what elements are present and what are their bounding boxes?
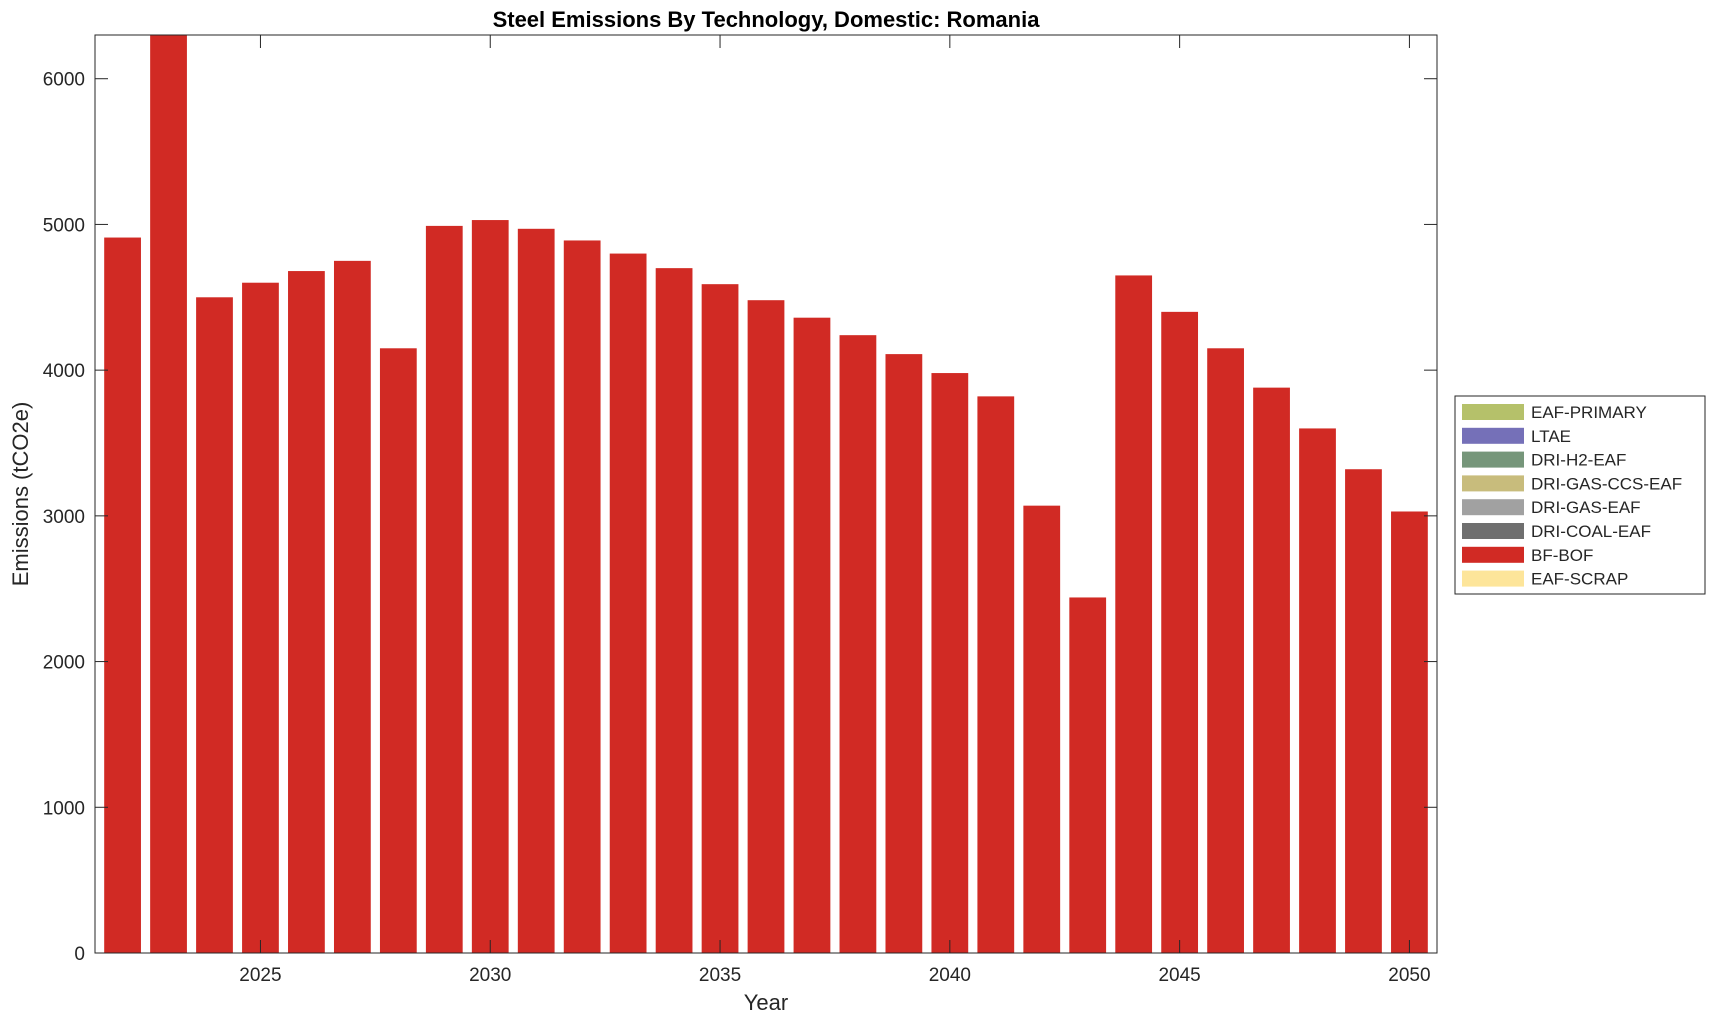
ticks-layer: 2025 2030 2035 2040 2045 2050 0 1000 2000 3000 400… [43, 35, 1437, 986]
bar-bf-bof-2031 [517, 228, 555, 954]
y-tick-label-4000: 4000 [43, 361, 85, 382]
bar-bf-bof-2041 [977, 396, 1015, 953]
y-axis-label: Emissions (tCO2e) [8, 402, 33, 587]
x-tick-label-2050: 2050 [1388, 965, 1430, 986]
bar-bf-bof-2038 [839, 335, 877, 953]
legend-swatch-eaf-primary [1462, 404, 1524, 420]
legend: EAF-PRIMARY LTAE DRI-H2-EAF DRI-GAS-CCS-EAF… [1454, 395, 1706, 595]
bar-bf-bof-2026 [288, 271, 325, 953]
bar-bf-bof-2032 [563, 240, 601, 953]
x-tick-label-2045: 2045 [1158, 965, 1200, 986]
bar-bf-bof-2024 [196, 297, 233, 953]
legend-label-ltae: LTAE [1531, 427, 1571, 446]
bar-bf-bof-2027 [333, 260, 371, 953]
bar-bf-bof-2042 [1023, 505, 1061, 953]
legend-swatch-bf-bof [1462, 546, 1524, 563]
legend-swatch-dri-gas-ccs-eaf [1462, 475, 1524, 492]
legend-label-bf-bof: BF-BOF [1531, 546, 1593, 565]
y-tick-label-3000: 3000 [43, 507, 85, 528]
bar-bf-bof-2029 [425, 225, 463, 953]
bar-bf-bof-2040 [931, 373, 969, 953]
bar-bf-bof-2028 [379, 348, 417, 953]
x-tick-label-2025: 2025 [239, 965, 281, 986]
legend-swatch-dri-gas-eaf [1462, 499, 1524, 516]
axes-box [94, 34, 1438, 954]
legend-label-dri-gas-ccs-eaf: DRI-GAS-CCS-EAF [1531, 474, 1682, 493]
legend-label-dri-gas-eaf: DRI-GAS-EAF [1531, 498, 1641, 517]
legend-label-dri-h2-eaf: DRI-H2-EAF [1531, 451, 1626, 470]
y-tick-label-2000: 2000 [43, 653, 85, 674]
legend-label-eaf-primary: EAF-PRIMARY [1531, 403, 1647, 422]
bar-bf-bof-2030 [471, 220, 509, 953]
legend-swatch-ltae [1462, 427, 1524, 444]
legend-label-dri-coal-eaf: DRI-COAL-EAF [1531, 522, 1651, 541]
legend-swatch-eaf-scrap [1462, 570, 1524, 587]
bar-bf-bof-2049 [1345, 469, 1382, 953]
bar-bf-bof-2044 [1115, 275, 1153, 953]
bar-bf-bof-2043 [1069, 597, 1107, 953]
bar-bf-bof-2039 [885, 354, 923, 953]
legend-items: EAF-PRIMARY LTAE DRI-H2-EAF DRI-GAS-CCS-EAF… [1462, 403, 1682, 589]
chart-title: Steel Emissions By Technology, Domestic:… [493, 7, 1041, 32]
y-tick-label-0: 0 [74, 944, 85, 965]
x-tick-label-2035: 2035 [699, 965, 741, 986]
bar-bf-bof-2036 [747, 300, 785, 953]
bar-bf-bof-2047 [1253, 387, 1290, 953]
y-tick-label-1000: 1000 [43, 798, 85, 819]
x-tick-label-2030: 2030 [469, 965, 511, 986]
bars-layer [104, 35, 1428, 954]
y-tick-label-6000: 6000 [43, 70, 85, 91]
legend-label-eaf-scrap: EAF-SCRAP [1531, 570, 1628, 589]
bar-bf-bof-2023 [150, 35, 187, 953]
bar-bf-bof-2034 [655, 268, 693, 953]
bar-bf-bof-2045 [1161, 311, 1199, 953]
x-tick-label-2040: 2040 [929, 965, 971, 986]
y-tick-label-5000: 5000 [43, 215, 85, 236]
legend-swatch-dri-h2-eaf [1462, 451, 1524, 468]
bar-bf-bof-2035 [701, 284, 739, 953]
bar-bf-bof-2048 [1299, 428, 1336, 953]
bar-bf-bof-2046 [1207, 348, 1244, 953]
bar-bf-bof-2037 [793, 317, 831, 953]
bar-bf-bof-2022 [104, 237, 141, 954]
bar-bf-bof-2050 [1391, 511, 1428, 953]
bar-bf-bof-2033 [609, 253, 647, 953]
legend-swatch-dri-coal-eaf [1462, 523, 1524, 539]
bar-bf-bof-2025 [242, 282, 279, 954]
x-axis-label: Year [744, 990, 788, 1015]
